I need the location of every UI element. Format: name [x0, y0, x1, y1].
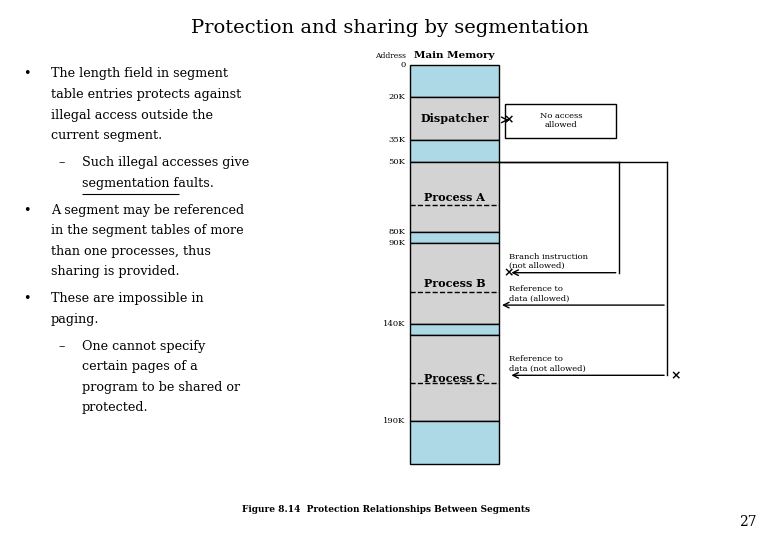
Text: •: •	[23, 292, 31, 305]
Text: in the segment tables of more: in the segment tables of more	[51, 224, 243, 237]
Bar	[410, 243, 499, 324]
Text: Branch instruction
(not allowed): Branch instruction (not allowed)	[509, 253, 588, 270]
Text: Figure 8.14  Protection Relationships Between Segments: Figure 8.14 Protection Relationships Bet…	[242, 505, 530, 514]
Text: •: •	[23, 68, 31, 80]
Bar	[410, 324, 499, 335]
Text: 35K: 35K	[388, 137, 406, 144]
Text: paging.: paging.	[51, 313, 99, 326]
Text: 27: 27	[739, 515, 757, 529]
Bar	[410, 421, 499, 464]
Text: Process B: Process B	[424, 278, 485, 289]
Text: Protection and sharing by segmentation: Protection and sharing by segmentation	[191, 19, 589, 37]
Text: 20K: 20K	[388, 93, 406, 101]
Text: protected.: protected.	[82, 401, 148, 414]
Text: –: –	[58, 340, 65, 353]
Text: 80K: 80K	[388, 228, 406, 236]
Text: ×: ×	[503, 113, 514, 126]
Bar	[410, 140, 499, 162]
Text: illegal access outside the: illegal access outside the	[51, 109, 213, 122]
Text: A segment may be referenced: A segment may be referenced	[51, 204, 244, 217]
Text: The length field in segment: The length field in segment	[51, 68, 228, 80]
Text: 190K: 190K	[383, 417, 406, 425]
Text: 140K: 140K	[383, 320, 406, 328]
Text: 0: 0	[400, 61, 406, 69]
Text: segmentation faults.: segmentation faults.	[82, 177, 214, 190]
Text: Process A: Process A	[424, 192, 485, 202]
Bar	[505, 104, 616, 138]
Text: Process C: Process C	[424, 373, 485, 383]
Text: Reference to
data (not allowed): Reference to data (not allowed)	[509, 355, 586, 373]
Text: certain pages of a: certain pages of a	[82, 360, 197, 373]
Bar	[410, 335, 499, 421]
Text: Main Memory: Main Memory	[414, 51, 495, 60]
Text: sharing is provided.: sharing is provided.	[51, 265, 179, 278]
Text: program to be shared or: program to be shared or	[82, 381, 240, 394]
Text: These are impossible in: These are impossible in	[51, 292, 204, 305]
Bar	[410, 97, 499, 140]
Text: than one processes, thus: than one processes, thus	[51, 245, 211, 258]
Text: Address: Address	[374, 52, 406, 60]
Text: –: –	[58, 156, 65, 169]
Text: Reference to
data (allowed): Reference to data (allowed)	[509, 285, 569, 302]
Text: •: •	[23, 204, 31, 217]
Text: table entries protects against: table entries protects against	[51, 88, 241, 101]
Text: Dispatcher: Dispatcher	[420, 113, 488, 124]
Text: 50K: 50K	[388, 158, 406, 166]
Text: No access
allowed: No access allowed	[540, 112, 582, 129]
Text: current segment.: current segment.	[51, 129, 162, 142]
Text: ×: ×	[503, 266, 514, 279]
Text: 90K: 90K	[388, 239, 406, 247]
Bar	[410, 65, 499, 97]
Bar	[410, 162, 499, 232]
Bar	[410, 232, 499, 243]
Text: One cannot specify: One cannot specify	[82, 340, 205, 353]
Text: Such illegal accesses give: Such illegal accesses give	[82, 156, 249, 169]
Text: ×: ×	[671, 369, 681, 382]
